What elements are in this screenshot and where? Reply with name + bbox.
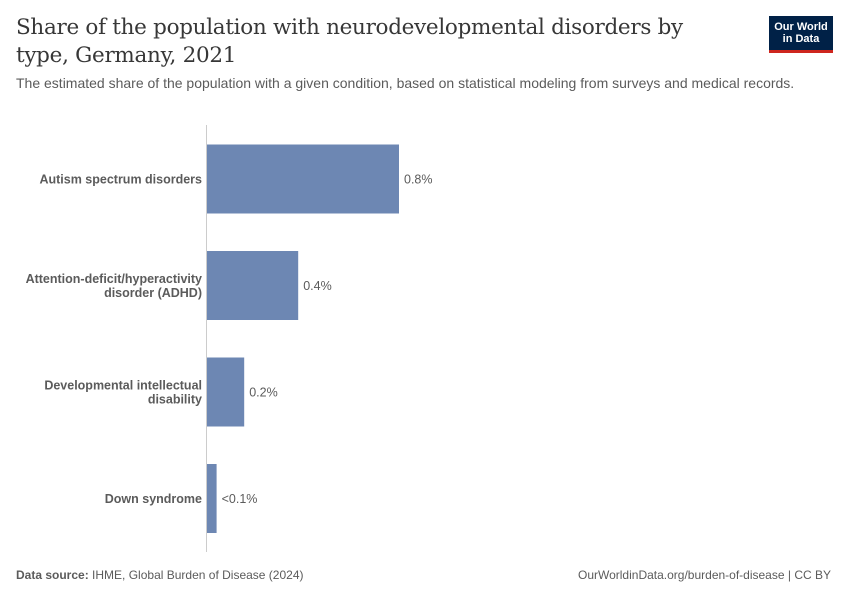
owid-logo[interactable]: Our World in Data	[769, 16, 833, 53]
value-label-3: <0.1%	[222, 492, 258, 506]
logo-line-1: Our World	[774, 21, 828, 33]
category-label-0: Autism spectrum disorders	[39, 173, 202, 187]
category-label-1: Attention-deficit/hyperactivity disorder …	[26, 272, 202, 300]
chart-title: Share of the population with neurodevelo…	[16, 15, 683, 68]
bar-0[interactable]	[207, 144, 399, 214]
footer-url[interactable]: OurWorldinData.org/burden-of-disease | C…	[577, 568, 831, 582]
data-source: Data source: IHME, Global Burden of Dise…	[16, 568, 303, 582]
chart-subtitle: The estimated share of the population wi…	[16, 75, 795, 91]
bar-3[interactable]	[207, 464, 217, 533]
bar-2[interactable]	[207, 357, 245, 427]
data-source-label: Data source:	[16, 568, 89, 582]
data-source-text[interactable]: IHME, Global Burden of Disease (2024)	[92, 568, 304, 582]
category-label-2: Developmental intellectual disability	[44, 379, 202, 407]
bar-1[interactable]	[207, 251, 299, 320]
value-label-0: 0.8%	[404, 173, 433, 187]
category-label-3: Down syndrome	[105, 492, 202, 506]
value-label-1: 0.4%	[303, 279, 332, 293]
value-label-2: 0.2%	[249, 386, 278, 400]
logo-line-2: in Data	[782, 33, 820, 45]
